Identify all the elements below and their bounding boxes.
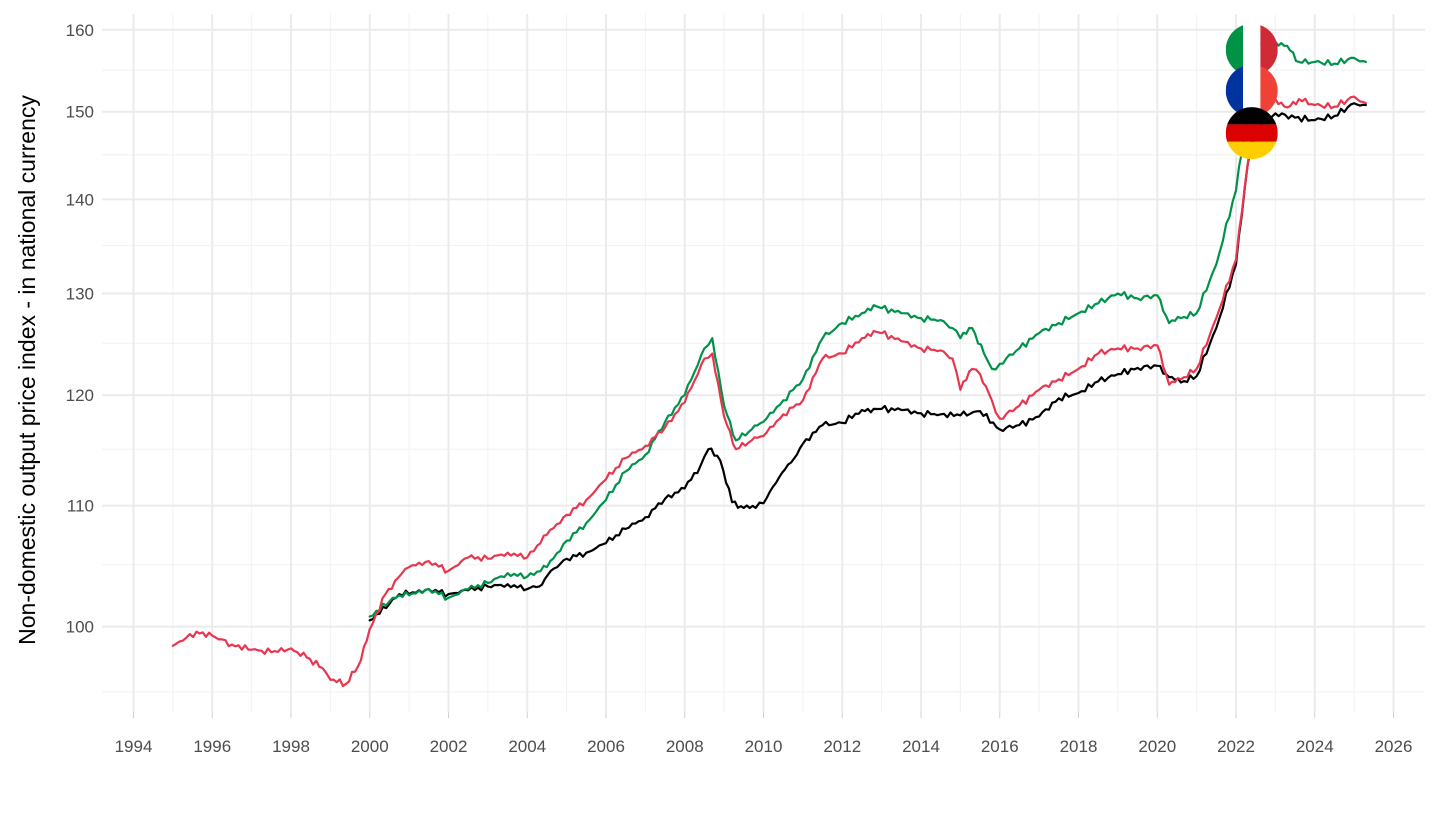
- grid: [102, 14, 1425, 712]
- x-tick-label: 2024: [1296, 737, 1334, 756]
- x-tick-label: 2002: [430, 737, 468, 756]
- x-tick-label: 1998: [272, 737, 310, 756]
- y-tick-label: 120: [66, 386, 94, 405]
- x-tick-label: 2014: [902, 737, 940, 756]
- germany-flag-icon: [1225, 107, 1278, 160]
- x-tick-label: 2016: [981, 737, 1019, 756]
- x-tick-label: 1994: [115, 737, 153, 756]
- x-tick-label: 1996: [193, 737, 231, 756]
- x-axis: 1994 1996 1998 2000 2002 2004 2006 2008 2010 2012…: [115, 712, 1413, 756]
- series-line-germany: [368, 102, 1367, 622]
- x-tick-label: 2022: [1217, 737, 1255, 756]
- x-tick-label: 2006: [587, 737, 625, 756]
- x-tick-label: 2004: [508, 737, 546, 756]
- y-tick-label: 150: [66, 103, 94, 122]
- italy-flag-icon: [1225, 23, 1278, 76]
- flag-markers: [1225, 23, 1278, 160]
- x-tick-label: 2020: [1138, 737, 1176, 756]
- y-axis-title: Non-domestic output price index - in nat…: [14, 95, 40, 645]
- x-tick-label: 2026: [1375, 737, 1413, 756]
- france-flag-icon: [1225, 64, 1278, 117]
- x-tick-label: 2018: [1060, 737, 1098, 756]
- x-tick-label: 2012: [823, 737, 861, 756]
- x-tick-label: 2008: [666, 737, 704, 756]
- y-tick-label: 160: [66, 21, 94, 40]
- y-tick-label: 110: [67, 497, 94, 516]
- series-line-france: [171, 95, 1367, 688]
- x-tick-label: 2000: [351, 737, 389, 756]
- y-tick-label: 140: [66, 190, 94, 209]
- y-tick-label: 100: [66, 618, 94, 637]
- series-lines: [171, 39, 1367, 688]
- x-tick-label: 2010: [745, 737, 783, 756]
- series-line-italy: [368, 39, 1367, 618]
- y-tick-label: 130: [66, 284, 94, 303]
- y-axis: 100 110 120 130 140 150 160: [66, 21, 94, 637]
